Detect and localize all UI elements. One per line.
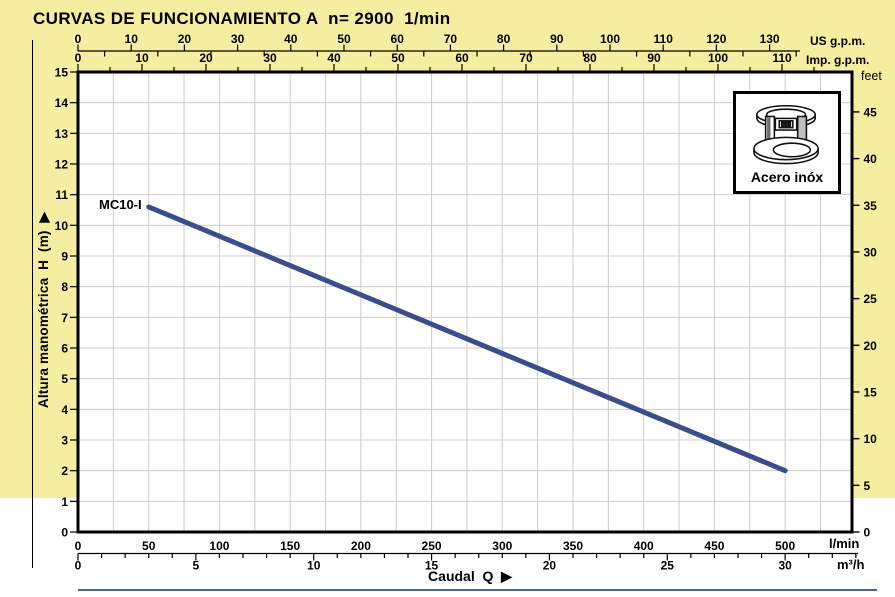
imp-gpm-tick-label: 0 (75, 51, 82, 65)
us-gpm-tick-label: 20 (178, 32, 192, 46)
lmin-tick-label: 200 (351, 539, 371, 553)
imp-gpm-axis-unit: Imp. g.p.m. (806, 53, 870, 67)
us-gpm-axis-unit: US g.p.m. (810, 34, 866, 48)
h-m-tick-label: 14 (55, 96, 69, 110)
lmin-tick-label: 150 (280, 539, 300, 553)
imp-gpm-tick-label: 60 (455, 51, 469, 65)
feet-tick-label: 30 (864, 245, 878, 259)
m3h-tick-label: 30 (778, 559, 792, 573)
h-m-tick-label: 6 (61, 341, 68, 355)
m3h-tick-label: 15 (425, 559, 439, 573)
imp-gpm-tick-label: 110 (772, 51, 792, 65)
us-gpm-tick-label: 130 (760, 32, 780, 46)
lmin-tick-label: 300 (492, 539, 512, 553)
plot-border (76, 70, 854, 534)
lmin-tick-label: 50 (142, 539, 156, 553)
lmin-tick-label: 350 (563, 539, 583, 553)
h-m-tick-label: 13 (55, 127, 69, 141)
feet-tick-label: 10 (864, 432, 878, 446)
imp-gpm-tick-label: 70 (519, 51, 533, 65)
h-m-tick-label: 2 (61, 464, 68, 478)
us-gpm-tick-label: 50 (337, 32, 351, 46)
lmin-tick-label: 400 (634, 539, 654, 553)
lmin-axis-unit: l/min (829, 536, 860, 551)
bottom-opening (772, 142, 812, 158)
imp-gpm-tick-label: 50 (391, 51, 405, 65)
h-m-tick-label: 15 (55, 65, 69, 79)
feet-tick-label: 45 (864, 105, 878, 119)
h-m-tick-label: 11 (55, 188, 68, 202)
feet-tick-label: 40 (864, 152, 878, 166)
imp-gpm-tick-label: 100 (708, 51, 728, 65)
us-gpm-tick-label: 90 (550, 32, 564, 46)
h-m-tick-label: 1 (61, 495, 68, 509)
h-m-tick-label: 7 (61, 311, 68, 325)
us-gpm-tick-label: 30 (231, 32, 245, 46)
us-gpm-tick-label: 40 (284, 32, 298, 46)
hub-core (780, 121, 792, 127)
us-gpm-tick-label: 110 (654, 32, 674, 46)
feet-tick-label: 35 (864, 199, 878, 213)
us-gpm-tick-label: 0 (75, 32, 82, 46)
feet-axis-unit: feet (861, 69, 882, 83)
left-vertical-rule (32, 40, 33, 568)
h-m-tick-label: 4 (61, 403, 68, 417)
m3h-tick-label: 25 (661, 559, 675, 573)
m3h-tick-label: 5 (193, 559, 200, 573)
feet-tick-label: 25 (864, 292, 878, 306)
pump-image-box: Acero inóx (733, 91, 841, 194)
us-gpm-tick-label: 100 (600, 32, 620, 46)
imp-gpm-tick-label: 40 (327, 51, 341, 65)
imp-gpm-tick-label: 80 (583, 51, 597, 65)
lmin-tick-label: 100 (209, 539, 229, 553)
page-title: CURVAS DE FUNCIONAMIENTO A n= 2900 1/min (33, 9, 451, 28)
pump-curve (146, 204, 788, 474)
feet-tick-label: 20 (864, 339, 878, 353)
plot-area (78, 72, 852, 532)
us-gpm-tick-label: 120 (706, 32, 726, 46)
m3h-axis-unit: m³/h (837, 557, 865, 572)
imp-gpm-tick-label: 10 (135, 51, 149, 65)
lmin-tick-label: 0 (75, 539, 82, 553)
footer-line (78, 589, 877, 591)
y-axis-title: Altura manométrica H (m) ▶ (36, 211, 51, 409)
x-axis-title: Caudal Q ▶ (428, 568, 512, 584)
lmin-tick-label: 500 (775, 539, 795, 553)
lmin-tick-label: 450 (704, 539, 724, 553)
us-gpm-tick-label: 60 (391, 32, 405, 46)
lmin-tick-label: 250 (422, 539, 442, 553)
us-gpm-tick-label: 70 (444, 32, 458, 46)
us-gpm-tick-label: 10 (125, 32, 139, 46)
imp-gpm-tick-label: 20 (199, 51, 213, 65)
h-m-tick-label: 5 (61, 372, 68, 386)
feet-tick-label: 0 (864, 526, 871, 540)
pump-drawing (753, 104, 819, 165)
h-m-tick-label: 12 (55, 157, 69, 171)
h-m-tick-label: 0 (61, 526, 68, 540)
h-m-tick-label: 10 (55, 219, 69, 233)
inset-label: Acero inóx (750, 169, 824, 185)
m3h-tick-label: 20 (543, 559, 557, 573)
h-m-tick-label: 8 (61, 280, 68, 294)
pillar-left-shade (767, 117, 771, 142)
m3h-tick-label: 10 (307, 559, 321, 573)
feet-tick-label: 15 (864, 385, 878, 399)
m3h-tick-label: 0 (75, 559, 82, 573)
h-m-tick-label: 9 (61, 249, 68, 263)
feet-tick-label: 5 (864, 479, 871, 493)
us-gpm-tick-label: 80 (497, 32, 511, 46)
series-label-mc10i: MC10-I (99, 197, 142, 212)
h-m-tick-label: 3 (61, 433, 68, 447)
imp-gpm-tick-label: 90 (647, 51, 661, 65)
imp-gpm-tick-label: 30 (263, 51, 277, 65)
